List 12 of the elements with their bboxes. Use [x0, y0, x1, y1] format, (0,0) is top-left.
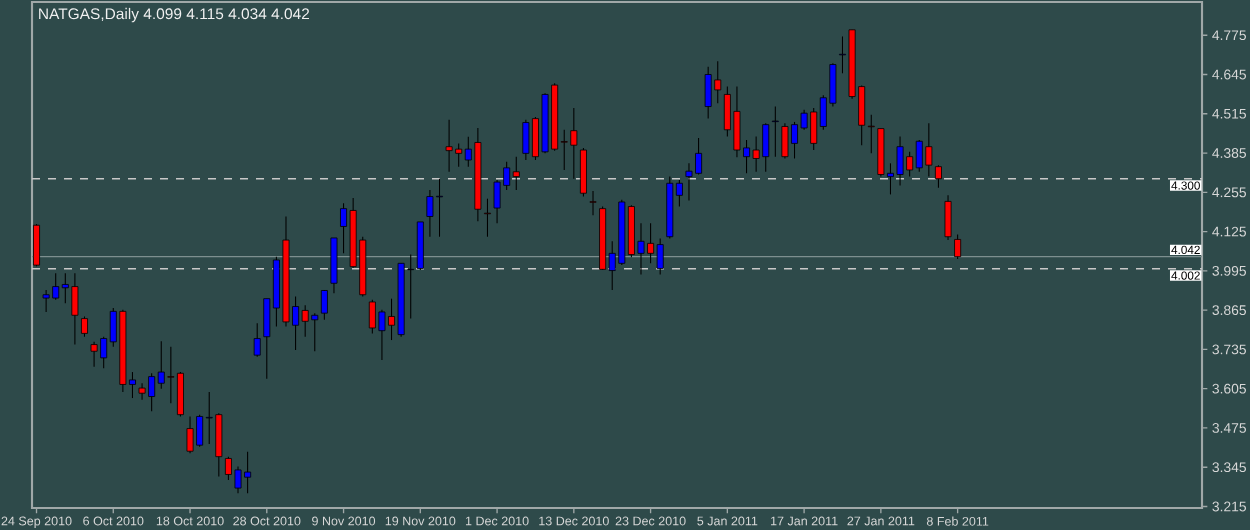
candlestick — [771, 105, 779, 158]
candlestick — [954, 234, 962, 260]
candlestick — [81, 315, 88, 338]
candlestick — [33, 223, 40, 267]
candlestick — [253, 322, 261, 358]
candlestick — [944, 194, 952, 241]
candlestick — [320, 289, 328, 321]
candlestick — [330, 237, 338, 294]
candlestick — [416, 221, 424, 271]
candlestick — [589, 190, 597, 216]
candlestick — [934, 164, 942, 189]
candlestick — [579, 147, 587, 198]
